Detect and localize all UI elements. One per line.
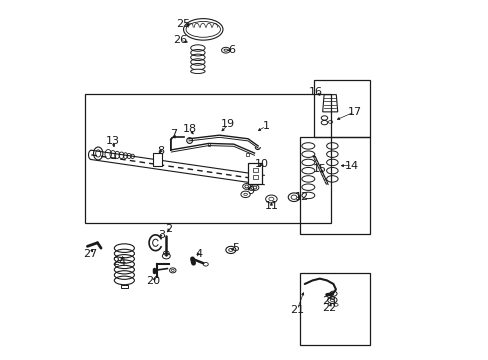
Bar bbox=[252, 168, 257, 172]
Text: 14: 14 bbox=[345, 161, 358, 171]
Text: 27: 27 bbox=[83, 248, 97, 258]
Text: 11: 11 bbox=[264, 201, 278, 211]
Bar bbox=[207, 143, 210, 145]
Text: 21: 21 bbox=[289, 305, 304, 315]
Bar bbox=[121, 285, 128, 288]
Text: 22: 22 bbox=[322, 303, 336, 313]
Bar bbox=[153, 153, 162, 166]
Text: 24: 24 bbox=[112, 257, 126, 267]
Bar bbox=[300, 137, 369, 234]
Text: 20: 20 bbox=[146, 276, 160, 286]
Bar bbox=[300, 273, 369, 345]
Text: 12: 12 bbox=[294, 192, 308, 202]
Text: 8: 8 bbox=[158, 145, 164, 156]
Text: 18: 18 bbox=[183, 124, 197, 134]
Ellipse shape bbox=[190, 69, 204, 73]
Bar bbox=[247, 163, 262, 184]
Text: 7: 7 bbox=[170, 129, 177, 139]
Text: 26: 26 bbox=[173, 35, 186, 45]
Text: 10: 10 bbox=[254, 159, 268, 169]
Text: 9: 9 bbox=[247, 186, 254, 197]
Text: 17: 17 bbox=[347, 107, 361, 117]
Text: 23: 23 bbox=[322, 296, 336, 306]
Text: 19: 19 bbox=[221, 120, 235, 129]
Text: 3: 3 bbox=[158, 230, 164, 240]
Text: 2: 2 bbox=[165, 225, 172, 234]
Bar bbox=[246, 153, 249, 156]
Text: 1: 1 bbox=[262, 121, 269, 131]
Text: 5: 5 bbox=[232, 243, 239, 253]
Text: 15: 15 bbox=[312, 164, 326, 174]
Bar bbox=[314, 80, 369, 137]
Bar bbox=[85, 94, 330, 223]
Text: 16: 16 bbox=[308, 87, 323, 97]
Text: 13: 13 bbox=[106, 136, 120, 145]
Text: 6: 6 bbox=[228, 45, 235, 55]
Text: 4: 4 bbox=[195, 248, 202, 258]
Bar bbox=[252, 175, 257, 179]
Text: 25: 25 bbox=[176, 19, 190, 29]
